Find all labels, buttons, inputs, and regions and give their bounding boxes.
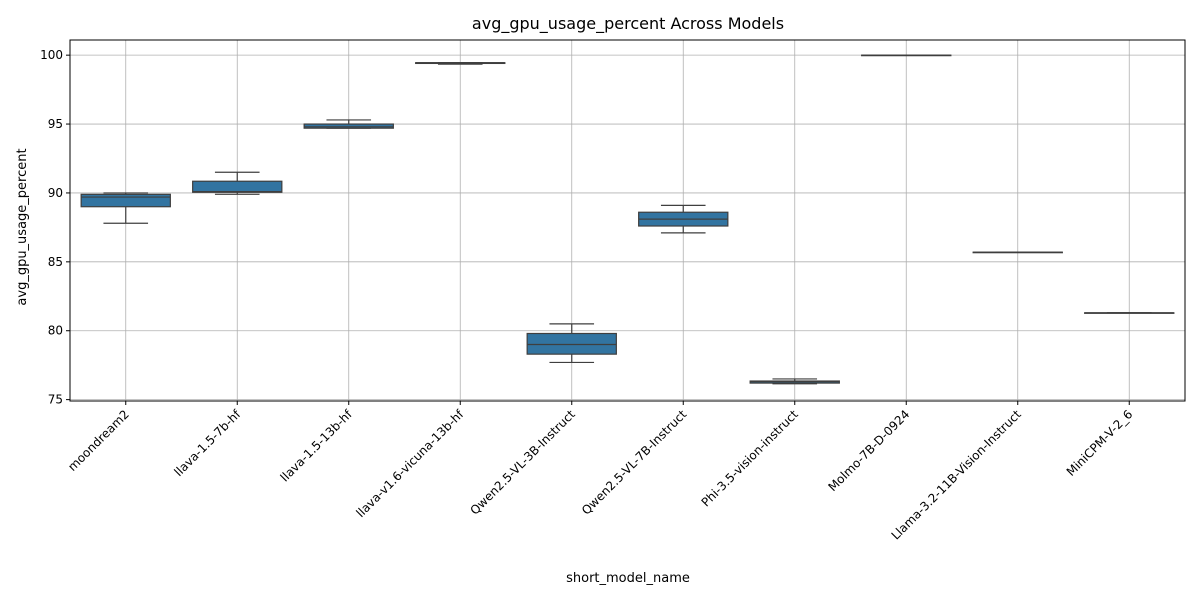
x-axis-label: short_model_name: [566, 571, 690, 586]
box-Llama-3.2-11B-Vision-Instruct: [972, 251, 1063, 254]
x-tick-label: llava-1.5-7b-hf: [172, 407, 244, 479]
x-tick-label: moondream2: [65, 407, 132, 474]
plot-area-border: [69, 39, 1186, 402]
chart-title: avg_gpu_usage_percent Across Models: [472, 14, 784, 34]
box-layer: [80, 54, 1175, 385]
y-tick-label: 75: [48, 393, 63, 407]
box-iqr: [80, 193, 171, 208]
x-tick-label: Llama-3.2-11B-Vision-Instruct: [889, 407, 1025, 543]
box-Qwen2.5-VL-3B-Instruct: [526, 323, 617, 364]
x-tick-label: llava-1.5-13b-hf: [278, 407, 356, 485]
box-Qwen2.5-VL-7B-Instruct: [638, 204, 729, 234]
y-tick-label: 90: [48, 186, 63, 200]
box-llava-v1.6-vicuna-13b-hf: [415, 62, 506, 65]
y-axis-label: avg_gpu_usage_percent: [15, 148, 30, 305]
x-tick-label: llava-v1.6-vicuna-13b-hf: [353, 407, 466, 520]
box-iqr: [303, 123, 394, 129]
x-axis-ticks: moondream2 llava-1.5-7b-hf llava-1.5-13b-h…: [65, 401, 1135, 543]
x-tick-label: Molmo-7B-D-0924: [825, 407, 912, 494]
y-axis-ticks: 75 80 85 90 95 100: [40, 48, 70, 407]
box-iqr: [526, 332, 617, 355]
x-tick-label: Phi-3.5-vision-instruct: [699, 407, 801, 509]
box-MiniCPM-V-2_6: [1084, 312, 1175, 314]
box-Phi-3.5-vision-instruct: [749, 378, 840, 385]
box-Molmo-7B-D-0924: [861, 54, 952, 57]
y-tick-label: 100: [40, 48, 63, 62]
grid-layer: [70, 40, 1185, 401]
x-tick-label: MiniCPM-V-2_6: [1064, 407, 1136, 479]
box-llava-1.5-13b-hf: [303, 119, 394, 129]
x-tick-label: Qwen2.5-VL-3B-Instruct: [467, 407, 578, 518]
box-moondream2: [80, 192, 171, 224]
y-tick-label: 80: [48, 324, 63, 338]
y-tick-label: 85: [48, 255, 63, 269]
y-tick-label: 95: [48, 117, 63, 131]
box-iqr: [192, 180, 283, 193]
x-tick-label: Qwen2.5-VL-7B-Instruct: [579, 407, 690, 518]
box-llava-1.5-7b-hf: [192, 171, 283, 195]
